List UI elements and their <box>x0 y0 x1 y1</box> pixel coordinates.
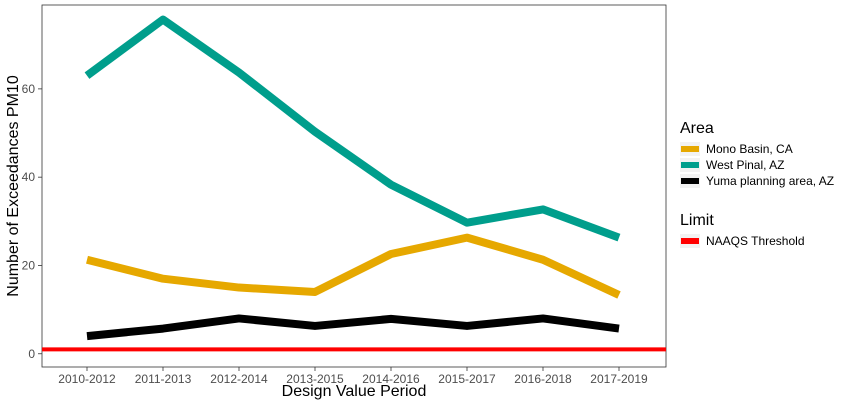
x-tick-label: 2010-2012 <box>58 372 116 386</box>
x-tick-label: 2015-2017 <box>438 372 496 386</box>
y-axis: 0 20 40 60 <box>22 82 42 361</box>
series-line-west-pinal-az <box>84 15 621 242</box>
y-tick-label: 0 <box>28 347 35 361</box>
legend-entry-label: Mono Basin, CA <box>706 142 793 156</box>
x-axis-title: Design Value Period <box>282 383 427 400</box>
x-tick-label: 2016-2018 <box>514 372 572 386</box>
legend-title: Limit <box>680 212 714 229</box>
y-axis-title: Number of Exceedances PM10 <box>5 75 22 297</box>
series-lines <box>84 15 621 341</box>
plot-panel <box>41 4 667 368</box>
x-axis: 2010-2012 2011-2013 2012-2014 2013-2015 2014… <box>58 367 648 386</box>
legend-entry-label: West Pinal, AZ <box>706 158 784 172</box>
series-line-mono-basin-ca <box>86 233 621 299</box>
x-tick-label: 2013-2015 <box>286 372 344 386</box>
y-tick-label: 20 <box>22 258 36 272</box>
series-line-yuma-planning-area-az <box>86 314 620 341</box>
x-tick-label: 2014-2016 <box>362 372 420 386</box>
x-tick-label: 2017-2019 <box>590 372 648 386</box>
y-tick-label: 40 <box>22 170 36 184</box>
legend-entry-label: NAAQS Threshold <box>706 234 805 248</box>
x-tick-label: 2011-2013 <box>135 372 192 386</box>
legend: Area Mono Basin, CA West Pinal, AZ Yuma pla… <box>680 120 834 248</box>
x-tick-label: 2012-2014 <box>210 372 268 386</box>
y-tick-label: 60 <box>22 82 36 96</box>
legend-title: Area <box>680 120 714 137</box>
legend-entry-label: Yuma planning area, AZ <box>706 174 834 188</box>
